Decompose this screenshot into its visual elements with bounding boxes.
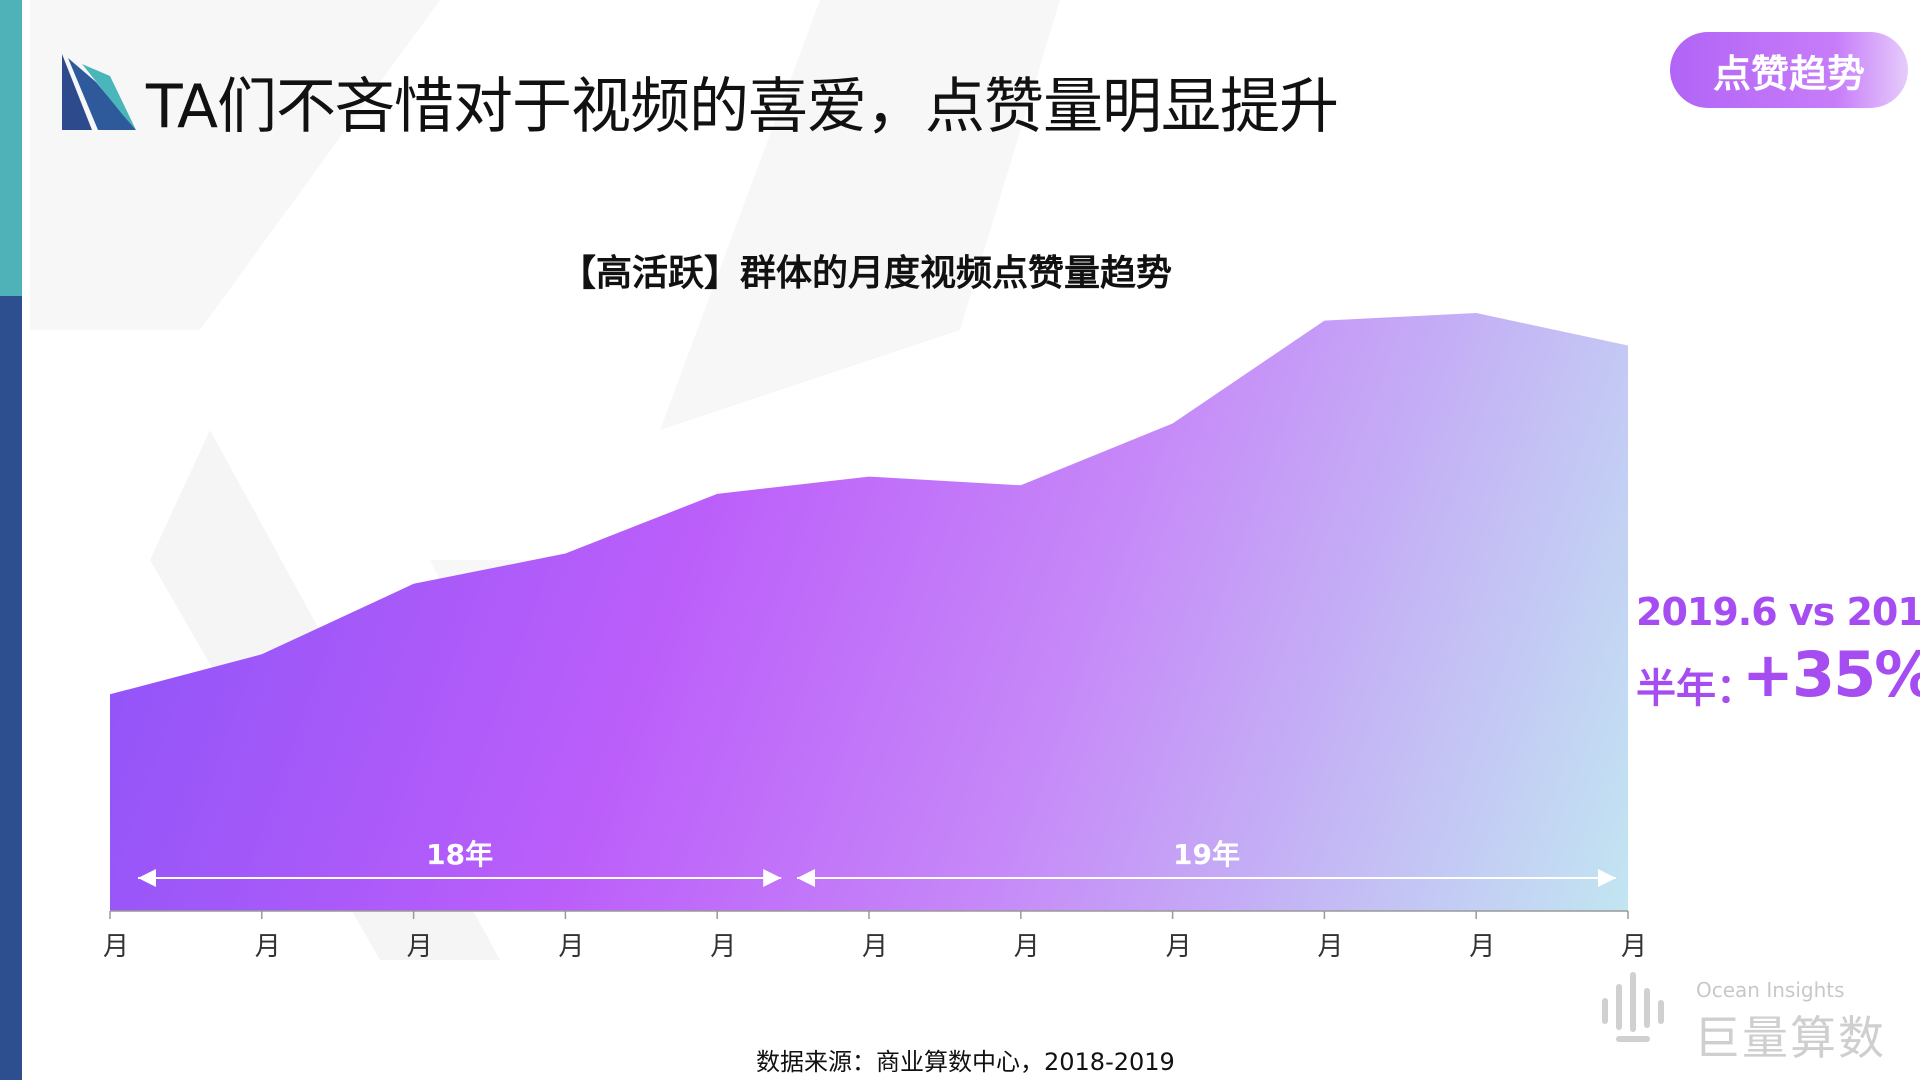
x-tick-label: 月 (1166, 932, 1192, 962)
topic-badge: 点赞趋势 (1670, 32, 1908, 108)
x-tick-label: 月 (558, 932, 584, 962)
brand-name-cn: 巨量算数 (1694, 1011, 1886, 1065)
x-tick-label: 月 (710, 932, 736, 962)
left-accent-bar-teal (0, 0, 22, 296)
year-span-label: 19年 (1173, 838, 1240, 871)
x-tick-label: 月 (407, 932, 433, 962)
comparison-label: 半年： (1636, 666, 1756, 712)
data-source-note: 数据来源：商业算数中心，2018-2019 (756, 1048, 1175, 1076)
comparison-period: 2019.6 vs 2018.12 (1636, 590, 1920, 634)
x-tick-label: 月 (1621, 932, 1647, 962)
x-tick-label: 月 (255, 932, 281, 962)
x-tick-label: 月 (862, 932, 888, 962)
x-tick-label: 月 (103, 932, 129, 962)
brand-logo-icon (1602, 972, 1664, 1042)
page-title: TA们不吝惜对于视频的喜爱，点赞量明显提升 (146, 72, 1339, 142)
chart-title: 【高活跃】群体的月度视频点赞量趋势 (560, 253, 1173, 294)
left-accent-bar-navy (0, 296, 22, 1080)
x-tick-label: 月 (1317, 932, 1343, 962)
x-tick-label: 月 (1014, 932, 1040, 962)
brand-name-en: Ocean Insights (1696, 978, 1845, 1002)
report-logo-icon (62, 54, 136, 130)
year-span-label: 18年 (426, 838, 493, 871)
comparison-growth-value: +35% (1742, 638, 1920, 711)
area-series (110, 313, 1628, 911)
x-tick-label: 月 (1469, 932, 1495, 962)
